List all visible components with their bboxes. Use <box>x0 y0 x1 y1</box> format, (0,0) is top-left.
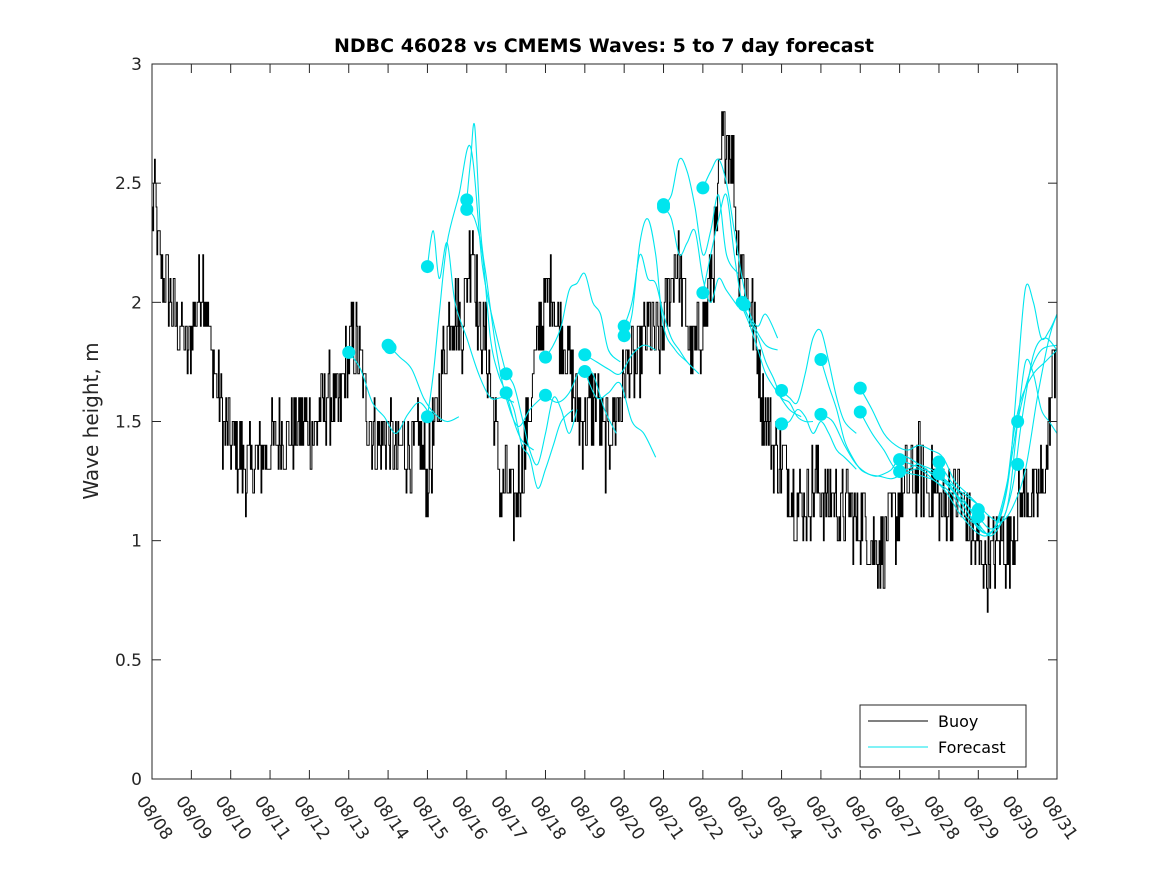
forecast-line <box>938 349 1058 535</box>
y-tick-label: 1.5 <box>115 413 142 433</box>
forecast-init-marker <box>617 319 631 333</box>
forecast-init-marker <box>971 510 985 524</box>
forecast-init-marker <box>696 286 710 300</box>
forecast-init-marker <box>696 181 710 195</box>
forecast-init-points <box>342 181 1025 524</box>
forecast-init-marker <box>342 345 356 359</box>
legend-forecast-label: Forecast <box>938 738 1006 757</box>
forecast-line <box>702 193 778 351</box>
forecast-init-marker <box>853 381 867 395</box>
forecast-init-marker <box>420 260 434 274</box>
forecast-line <box>348 352 432 434</box>
forecast-line <box>781 328 857 434</box>
legend-box <box>859 704 1027 768</box>
forecast-line <box>584 344 656 375</box>
legend: Buoy Forecast <box>859 704 1027 768</box>
forecast-init-marker <box>499 367 513 381</box>
forecast-init-marker <box>932 467 946 481</box>
y-tick-label: 2 <box>131 293 142 313</box>
forecast-init-marker <box>499 386 513 400</box>
forecast-line <box>623 218 688 363</box>
forecast-init-marker <box>538 350 552 364</box>
y-tick-label: 3 <box>131 55 142 75</box>
forecast-init-marker <box>853 405 867 419</box>
forecast-init-marker <box>657 200 671 214</box>
forecast-init-marker <box>460 202 474 216</box>
y-axis-ticks: 0 0.5 1 1.5 2 2.5 3 <box>115 55 1057 790</box>
forecast-init-marker <box>932 455 946 469</box>
forecast-line <box>426 230 515 403</box>
forecast-line <box>899 344 1058 537</box>
forecast-line <box>584 371 657 458</box>
forecast-line <box>505 392 574 489</box>
forecast-init-marker <box>775 417 789 431</box>
forecast-line <box>387 344 460 423</box>
forecast-init-marker <box>460 193 474 207</box>
y-tick-label: 0 <box>131 770 142 790</box>
forecast-line <box>545 272 621 363</box>
y-tick-label: 1 <box>131 532 142 552</box>
forecast-init-marker <box>538 388 552 402</box>
y-tick-label: 0.5 <box>115 651 142 671</box>
forecast-line <box>820 413 983 530</box>
forecast-init-marker <box>775 384 789 398</box>
forecast-init-marker <box>1011 457 1025 471</box>
forecast-init-marker <box>578 348 592 362</box>
forecast-line <box>663 157 739 275</box>
forecast-init-marker <box>617 329 631 343</box>
forecast-init-marker <box>420 410 434 424</box>
chart-title: NDBC 46028 vs CMEMS Waves: 5 to 7 day fo… <box>334 35 874 57</box>
y-tick-label: 2.5 <box>115 174 142 194</box>
forecast-line <box>702 158 779 339</box>
forecast-init-marker <box>814 353 828 367</box>
forecast-line <box>505 373 578 466</box>
forecast-line <box>781 408 857 470</box>
forecast-line <box>663 206 739 308</box>
y-axis-label: Wave height, m <box>79 342 103 499</box>
forecast-init-marker <box>893 453 907 467</box>
legend-buoy-label: Buoy <box>938 712 978 731</box>
forecast-init-marker <box>1011 415 1025 428</box>
forecast-init-marker <box>578 364 592 378</box>
forecast-series-group <box>348 122 1058 537</box>
forecast-init-marker <box>383 341 397 355</box>
forecast-init-marker <box>737 298 751 312</box>
forecast-line <box>859 314 1058 523</box>
forecast-init-marker <box>893 465 907 479</box>
forecast-line <box>938 337 1058 537</box>
forecast-init-marker <box>814 407 828 421</box>
forecast-line <box>741 306 802 418</box>
